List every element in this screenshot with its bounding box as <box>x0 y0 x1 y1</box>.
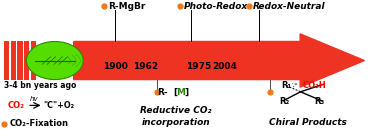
FancyArrow shape <box>74 34 364 87</box>
Text: 1975: 1975 <box>186 62 211 71</box>
Text: CO₂: CO₂ <box>8 101 24 110</box>
Text: M: M <box>177 88 186 97</box>
Bar <box>31 41 36 80</box>
Text: "C"+O₂: "C"+O₂ <box>43 101 74 110</box>
Bar <box>11 41 16 80</box>
Text: R₃: R₃ <box>314 97 325 106</box>
Text: ]: ] <box>185 88 189 97</box>
Text: 2004: 2004 <box>212 62 237 71</box>
Text: incorporation: incorporation <box>141 118 210 127</box>
Text: R-MgBr: R-MgBr <box>108 2 145 11</box>
Text: ′,*: ′,* <box>292 83 298 87</box>
Text: Reductive CO₂: Reductive CO₂ <box>140 106 212 115</box>
Text: hv: hv <box>30 96 38 102</box>
Text: R-: R- <box>157 88 167 97</box>
Text: R₂: R₂ <box>279 97 289 106</box>
Text: 1900: 1900 <box>103 62 128 71</box>
Text: Photo-Redox: Photo-Redox <box>183 2 248 11</box>
Text: [: [ <box>173 88 177 97</box>
Text: 1962: 1962 <box>133 62 158 71</box>
Text: CO₂-Fixation: CO₂-Fixation <box>9 119 68 128</box>
Bar <box>17 41 23 80</box>
Ellipse shape <box>26 41 83 80</box>
Bar <box>4 41 9 80</box>
Text: 3-4 bn years ago: 3-4 bn years ago <box>3 81 76 90</box>
Text: R₁: R₁ <box>282 81 292 89</box>
Text: Chiral Products: Chiral Products <box>269 118 347 127</box>
Text: CO₂H: CO₂H <box>302 81 326 89</box>
Bar <box>24 41 29 80</box>
Text: Redox-Neutral: Redox-Neutral <box>253 2 326 11</box>
